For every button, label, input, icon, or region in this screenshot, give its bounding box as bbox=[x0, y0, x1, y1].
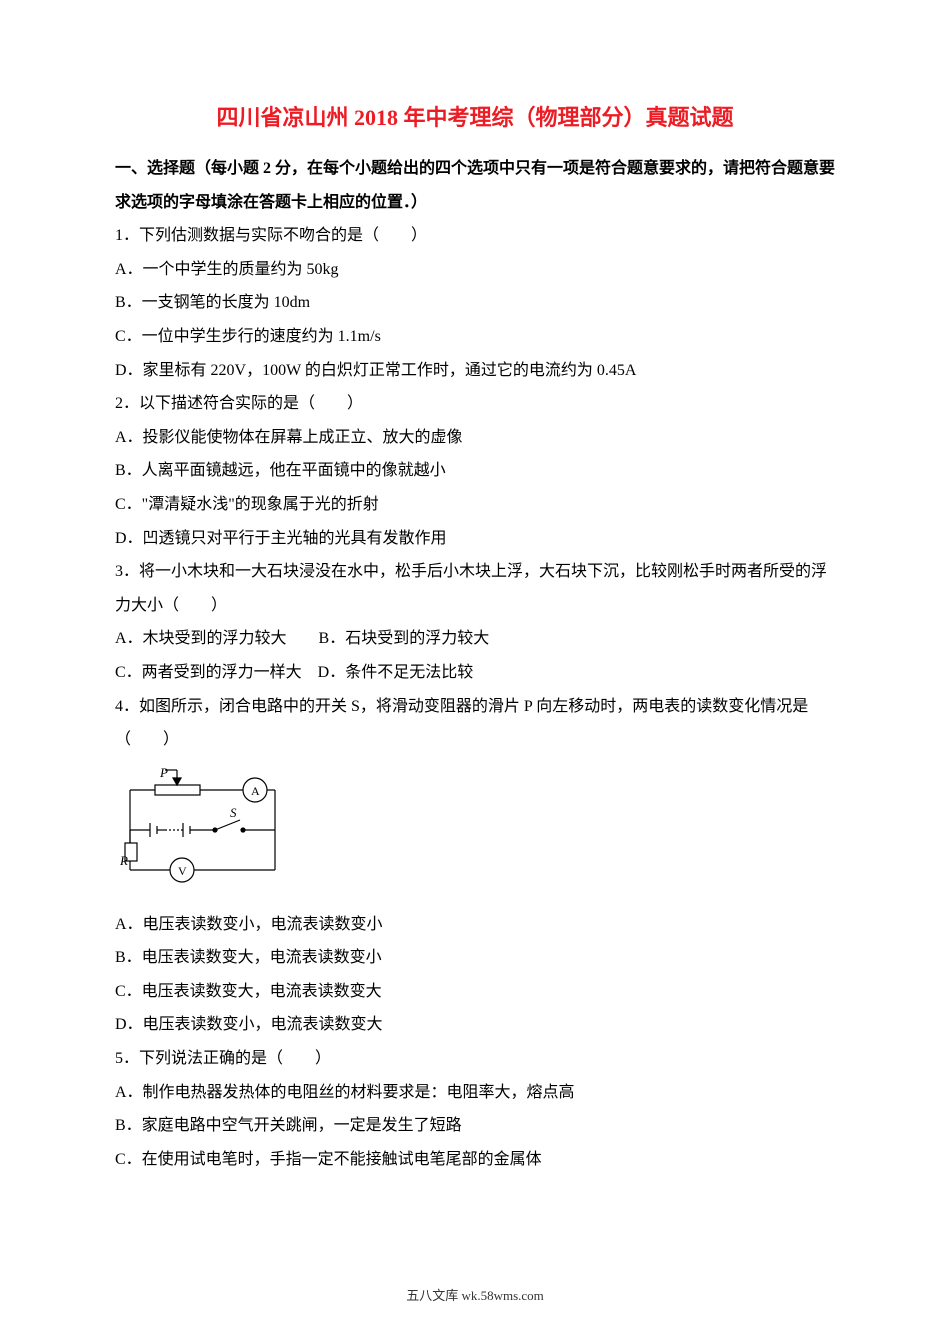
circuit-label-a: A bbox=[251, 784, 260, 798]
q2-option-a: A．投影仪能使物体在屏幕上成正立、放大的虚像 bbox=[115, 421, 835, 455]
footer-text: 五八文库 wk.58wms.com bbox=[0, 1285, 950, 1304]
q2-option-d: D．凹透镜只对平行于主光轴的光具有发散作用 bbox=[115, 522, 835, 556]
circuit-label-r: R bbox=[119, 853, 128, 868]
q4-option-c: C．电压表读数变大，电流表读数变大 bbox=[115, 975, 835, 1009]
q1-stem: 1．下列估测数据与实际不吻合的是（ ） bbox=[115, 219, 835, 253]
q4-option-a: A．电压表读数变小，电流表读数变小 bbox=[115, 908, 835, 942]
section-header: 一、选择题（每小题 2 分，在每个小题给出的四个选项中只有一项是符合题意要求的，… bbox=[115, 152, 835, 219]
circuit-label-s: S bbox=[230, 805, 237, 820]
q5-option-a: A．制作电热器发热体的电阻丝的材料要求是：电阻率大，熔点高 bbox=[115, 1076, 835, 1110]
q2-option-c: C．"潭清疑水浅"的现象属于光的折射 bbox=[115, 488, 835, 522]
circuit-diagram: P A S R V bbox=[115, 765, 290, 895]
exam-title: 四川省凉山州 2018 年中考理综（物理部分）真题试题 bbox=[115, 100, 835, 132]
q1-option-a: A．一个中学生的质量约为 50kg bbox=[115, 253, 835, 287]
q1-option-c: C．一位中学生步行的速度约为 1.1m/s bbox=[115, 320, 835, 354]
q4-option-b: B．电压表读数变大，电流表读数变小 bbox=[115, 941, 835, 975]
q2-stem: 2．以下描述符合实际的是（ ） bbox=[115, 387, 835, 421]
q1-option-b: B．一支钢笔的长度为 10dm bbox=[115, 286, 835, 320]
q4-option-d: D．电压表读数变小，电流表读数变大 bbox=[115, 1008, 835, 1042]
circuit-label-p: P bbox=[159, 765, 168, 780]
q4-stem: 4．如图所示，闭合电路中的开关 S，将滑动变阻器的滑片 P 向左移动时，两电表的… bbox=[115, 690, 835, 757]
q2-option-b: B．人离平面镜越远，他在平面镜中的像就越小 bbox=[115, 454, 835, 488]
q5-stem: 5．下列说法正确的是（ ） bbox=[115, 1042, 835, 1076]
q5-option-b: B．家庭电路中空气开关跳闸，一定是发生了短路 bbox=[115, 1109, 835, 1143]
q3-option-ab: A．木块受到的浮力较大 B．石块受到的浮力较大 bbox=[115, 622, 835, 656]
circuit-label-v: V bbox=[178, 864, 187, 878]
q3-stem: 3．将一小木块和一大石块浸没在水中，松手后小木块上浮，大石块下沉，比较刚松手时两… bbox=[115, 555, 835, 622]
q3-option-cd: C．两者受到的浮力一样大 D．条件不足无法比较 bbox=[115, 656, 835, 690]
q1-option-d: D．家里标有 220V，100W 的白炽灯正常工作时，通过它的电流约为 0.45… bbox=[115, 354, 835, 388]
q5-option-c: C．在使用试电笔时，手指一定不能接触试电笔尾部的金属体 bbox=[115, 1143, 835, 1177]
